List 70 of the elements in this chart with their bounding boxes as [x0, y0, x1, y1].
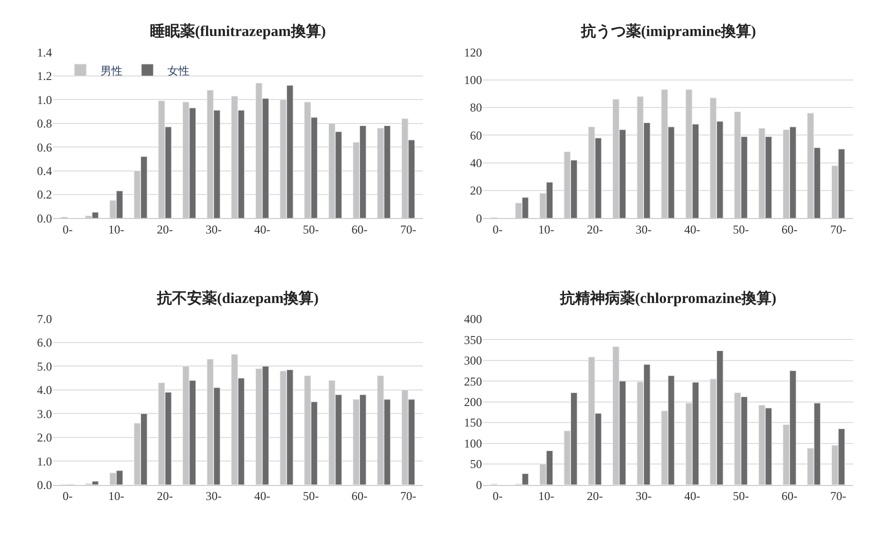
y-tick-label: 50 [470, 457, 482, 472]
legend-label: 女性 [167, 65, 190, 78]
y-tick-label: 300 [464, 354, 482, 368]
x-tick-label: 0- [492, 222, 503, 237]
x-tick-label: 20- [586, 222, 603, 237]
y-tick-label: 120 [464, 45, 482, 60]
x-tick-label: 50- [302, 222, 319, 237]
chart-title: 抗うつ薬(imipramine換算) [580, 23, 756, 40]
y-tick-label: 0.6 [37, 140, 52, 154]
y-tick-label: 5.0 [37, 359, 52, 374]
x-tick-label: 60- [782, 222, 798, 237]
x-tick-label: 30- [636, 489, 652, 504]
y-tick-label: 100 [464, 73, 482, 88]
x-tick-label: 70- [830, 222, 846, 237]
y-tick-label: 1.0 [37, 92, 52, 107]
x-tick-label: 50- [302, 489, 319, 504]
x-tick-label: 60- [352, 489, 368, 504]
y-tick-label: 0 [476, 478, 482, 492]
y-tick-label: 400 [464, 312, 482, 326]
y-tick-label: 80 [470, 100, 482, 115]
y-tick-label: 20 [470, 184, 482, 198]
y-tick-label: 100 [464, 436, 482, 450]
y-tick-label: 1.2 [37, 69, 52, 84]
x-tick-label: 10- [108, 222, 124, 237]
x-tick-label: 70- [400, 489, 416, 504]
y-tick-label: 0.0 [37, 211, 52, 226]
y-tick-label: 1.4 [37, 45, 52, 60]
x-tick-label: 70- [830, 489, 846, 504]
x-tick-label: 30- [206, 489, 222, 504]
x-tick-label: 50- [732, 222, 749, 237]
x-tick-label: 0- [62, 489, 73, 504]
x-tick-label: 40- [254, 222, 270, 237]
y-tick-label: 0.0 [37, 478, 52, 492]
x-tick-label: 10- [108, 489, 124, 504]
x-tick-label: 10- [538, 222, 554, 237]
y-tick-label: 60 [470, 128, 482, 142]
x-tick-label: 30- [206, 222, 222, 237]
x-tick-label: 70- [400, 222, 416, 237]
x-tick-label: 40- [684, 222, 700, 237]
x-tick-label: 0- [492, 489, 503, 504]
y-tick-label: 200 [464, 395, 482, 409]
x-tick-label: 30- [636, 222, 652, 237]
y-tick-label: 250 [464, 374, 482, 388]
y-tick-label: 3.0 [37, 406, 52, 421]
y-tick-label: 0.8 [37, 116, 52, 131]
x-tick-label: 40- [254, 489, 270, 504]
x-tick-label: 50- [732, 489, 749, 504]
y-tick-label: 0 [476, 211, 482, 226]
y-tick-label: 7.0 [37, 312, 52, 326]
y-tick-label: 350 [464, 332, 482, 347]
x-tick-label: 40- [684, 489, 700, 504]
legend-label: 男性 [100, 65, 122, 78]
chart-title: 睡眠薬(flunitrazepam換算) [150, 23, 326, 40]
y-tick-label: 2.0 [37, 430, 52, 445]
x-tick-label: 60- [782, 489, 798, 504]
y-tick-label: 40 [470, 156, 482, 170]
y-tick-label: 0.4 [37, 164, 52, 178]
x-tick-label: 0- [62, 222, 73, 237]
y-tick-label: 1.0 [37, 454, 52, 468]
y-tick-label: 150 [464, 416, 482, 430]
x-tick-label: 20- [586, 489, 603, 504]
x-tick-label: 20- [156, 222, 173, 237]
y-tick-label: 4.0 [37, 383, 52, 398]
y-tick-label: 0.2 [37, 188, 52, 202]
chart-title: 抗不安薬(diazepam換算) [156, 289, 319, 307]
y-tick-label: 6.0 [37, 336, 52, 350]
x-tick-label: 20- [156, 489, 173, 504]
x-tick-label: 10- [538, 489, 554, 504]
x-tick-label: 60- [352, 222, 368, 237]
chart-title: 抗精神病薬(chlorpromazine換算) [559, 290, 776, 307]
